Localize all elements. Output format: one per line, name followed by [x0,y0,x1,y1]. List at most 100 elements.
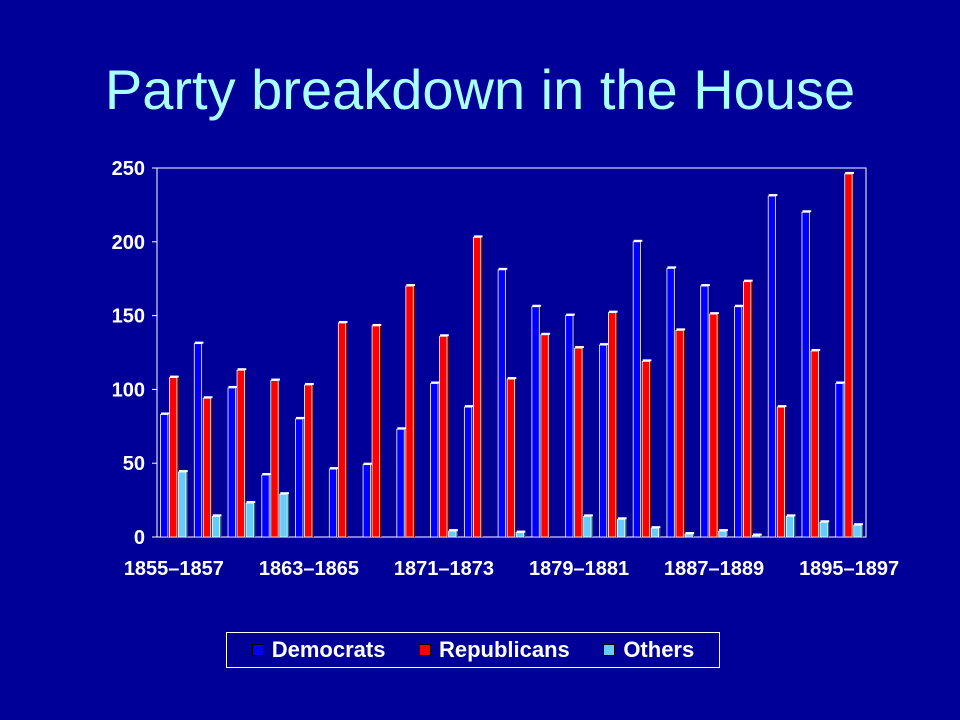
bar-side [539,305,542,537]
bar-top [642,359,652,362]
y-tick-label: 250 [112,158,145,180]
bar-others-17 [752,535,761,538]
bar-side [210,396,213,537]
bar-side [683,328,686,537]
y-tick-label: 200 [112,232,145,254]
y-tick-label: 50 [123,453,145,475]
bar-republicans-9 [472,236,482,538]
bar-side [793,514,796,537]
bar-democrats-18 [767,195,777,538]
bar-democrats-2 [227,387,236,538]
bar-top [710,312,719,315]
bar-top [431,381,440,384]
bar-republicans-10 [506,378,515,538]
bar-top [228,385,238,388]
bar-side [278,379,280,537]
bar-top [473,235,483,238]
bar-side [649,359,652,537]
bar-side [809,210,812,537]
bar-republicans-15 [675,329,684,538]
bar-top [296,416,305,419]
bar-side [606,343,609,537]
legend-item-republicans: Republicans [418,637,570,663]
bar-republicans-8 [439,335,448,538]
bar-others-10 [515,532,524,538]
bar-side [176,376,179,537]
bar-side [784,405,787,537]
bar-side [253,501,256,537]
bar-top [507,377,517,380]
bar-top [836,381,845,384]
bar-democrats-9 [463,406,473,538]
bar-top [397,427,407,430]
bar-top [845,171,854,174]
bar-top [406,284,416,287]
bar-democrats-12 [565,315,574,538]
bar-democrats-7 [396,428,405,538]
bar-republicans-13 [608,312,617,538]
bar-others-2 [245,502,254,538]
legend-item-democrats: Democrats [251,637,386,663]
bar-democrats-17 [734,306,743,538]
bar-side [843,381,845,537]
bar-side [750,280,753,537]
bar-republicans-11 [540,334,549,538]
bar-top [743,279,753,282]
bar-side [658,526,661,537]
bar-top [719,529,728,532]
bar-top [532,304,542,307]
bar-top [170,375,179,378]
bar-democrats-0 [160,414,169,538]
bar-top [363,462,373,465]
y-tick-label: 150 [112,306,145,328]
bar-side [861,523,863,537]
bar-side [741,305,744,537]
bar-side [413,284,416,537]
bar-democrats-16 [700,285,709,538]
bar-top [464,405,474,408]
legend-swatch-republicans [418,644,431,656]
bar-side [726,529,728,537]
bar-side [717,312,719,537]
bar-side [244,368,247,537]
x-tick-label: 1879–1881 [529,558,629,580]
bar-side [624,517,627,537]
bar-side [692,532,695,537]
bar-top [777,405,787,408]
bar-others-20 [853,524,862,538]
bar-others-14 [650,527,659,538]
bar-side [379,324,382,537]
bar-democrats-11 [531,306,540,538]
bar-side [404,427,407,537]
bar-republicans-12 [574,347,583,538]
bar-top [734,304,744,307]
bar-top [498,267,508,270]
bar-top [820,520,830,523]
bar-democrats-6 [362,464,371,538]
bar-top [516,530,526,533]
bar-side [471,405,474,537]
bar-others-0 [178,471,187,538]
legend-label-democrats: Democrats [271,637,386,662]
bar-top [608,310,618,313]
bar-top [651,526,661,529]
bar-top [768,194,778,197]
x-tick-label: 1887–1889 [664,558,764,580]
x-tick-label: 1863–1865 [259,558,359,580]
bar-top [305,382,314,385]
bar-side [370,463,373,537]
bar-others-18 [785,515,795,538]
x-tick-label: 1871–1873 [394,558,494,580]
bar-top [811,349,821,352]
bar-side [219,514,222,537]
bar-others-19 [819,521,828,538]
bar-republicans-6 [371,325,380,538]
bar-top [802,210,812,213]
bar-side [523,531,526,537]
bar-top [599,343,609,346]
y-tick-label: 100 [112,379,145,401]
bar-others-16 [718,530,727,538]
x-tick-label: 1895–1897 [799,558,899,580]
bar-republicans-14 [641,360,650,538]
bar-others-8 [448,530,457,538]
